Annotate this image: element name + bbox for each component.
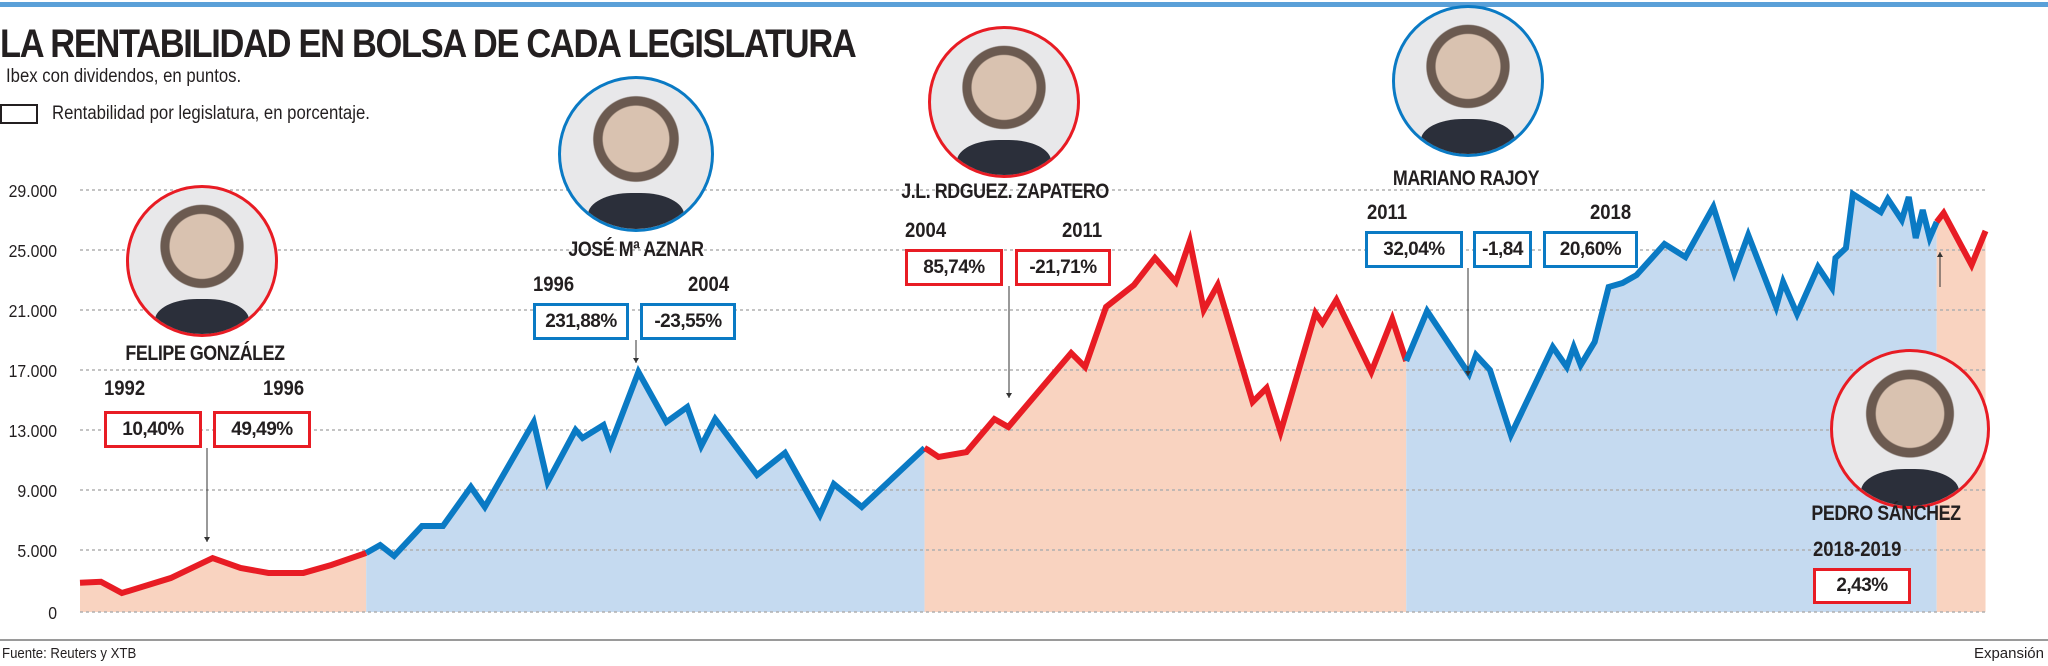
y-tick-label: 0 [48,603,57,623]
pointer-arrowhead [1465,371,1471,376]
photo-zapatero [928,26,1080,178]
return-box-aznar-1: 231,88% [533,303,629,340]
name-aznar: JOSÉ Mª AZNAR [568,238,704,261]
series-line-1 [364,364,927,561]
y-tick-label: 9.000 [17,481,57,501]
legend: Rentabilidad por legislatura, en porcent… [0,103,413,125]
return-box-zapatero-2: -21,71% [1015,249,1111,286]
return-box-zapatero-1: 85,74% [905,249,1003,286]
footer-divider [0,639,2048,641]
return-box-rajoy-3: 20,60% [1543,231,1638,268]
y-tick-label: 5.000 [17,541,57,561]
year-start-aznar: 1996 [533,273,575,296]
photo-pedro-sanchez [1830,349,1990,509]
year-end-aznar: 2004 [688,273,730,296]
y-tick-label: 29.000 [9,181,57,201]
return-box-rajoy-2: -1,84 [1473,231,1532,268]
series-line-2 [923,229,1410,461]
return-box-gonzalez-1: 10,40% [104,411,202,448]
source-note: Fuente: Reuters y XTB [2,645,137,662]
name-sanchez: PEDRO SÁNCHEZ [1811,502,1961,525]
area-fill-1 [366,371,925,612]
pointer-arrowhead [204,537,210,542]
photo-jose-maria-aznar [558,76,714,232]
photo-felipe-gonzalez [126,185,278,337]
year-end-zapatero: 2011 [1062,219,1103,242]
return-box-gonzalez-2: 49,49% [213,411,311,448]
y-tick-label: 13.000 [9,421,57,441]
year-start-gonzalez: 1992 [104,377,146,400]
chart-title: LA RENTABILIDAD EN BOLSA DE CADA LEGISLA… [0,22,857,66]
legend-box-icon [0,104,38,124]
year-end-gonzalez: 1996 [263,377,305,400]
return-box-sanchez: 2,43% [1813,568,1911,604]
year-start-rajoy: 2011 [1367,201,1408,224]
name-rajoy: MARIANO RAJOY [1392,167,1540,190]
year-start-zapatero: 2004 [905,219,947,242]
area-fill-2 [924,241,1407,612]
legend-label: Rentabilidad por legislatura, en porcent… [52,103,370,124]
pointer-arrowhead [1937,252,1943,257]
y-tick-label: 21.000 [9,301,57,321]
years-sanchez: 2018-2019 [1813,538,1902,561]
name-zapatero: J.L. RDGUEZ. ZAPATERO [901,180,1109,203]
pointer-arrowhead [633,358,639,363]
photo-mariano-rajoy [1392,5,1544,157]
year-end-rajoy: 2018 [1590,201,1632,224]
series-line-0 [79,550,368,597]
y-tick-label: 25.000 [9,241,57,261]
series-line-3 [1403,188,1940,444]
chart-subtitle: Ibex con dividendos, en puntos. [6,66,242,87]
series-line-4 [1934,207,1989,273]
top-accent-bar [0,2,2048,7]
name-gonzalez: FELIPE GONZÁLEZ [125,342,285,365]
brand-credit: Expansión [1973,645,2044,662]
y-tick-label: 17.000 [9,361,57,381]
return-box-rajoy-1: 32,04% [1365,231,1463,268]
pointer-arrowhead [1006,393,1012,398]
area-fill-0 [80,552,367,612]
return-box-aznar-2: -23,55% [640,303,736,340]
